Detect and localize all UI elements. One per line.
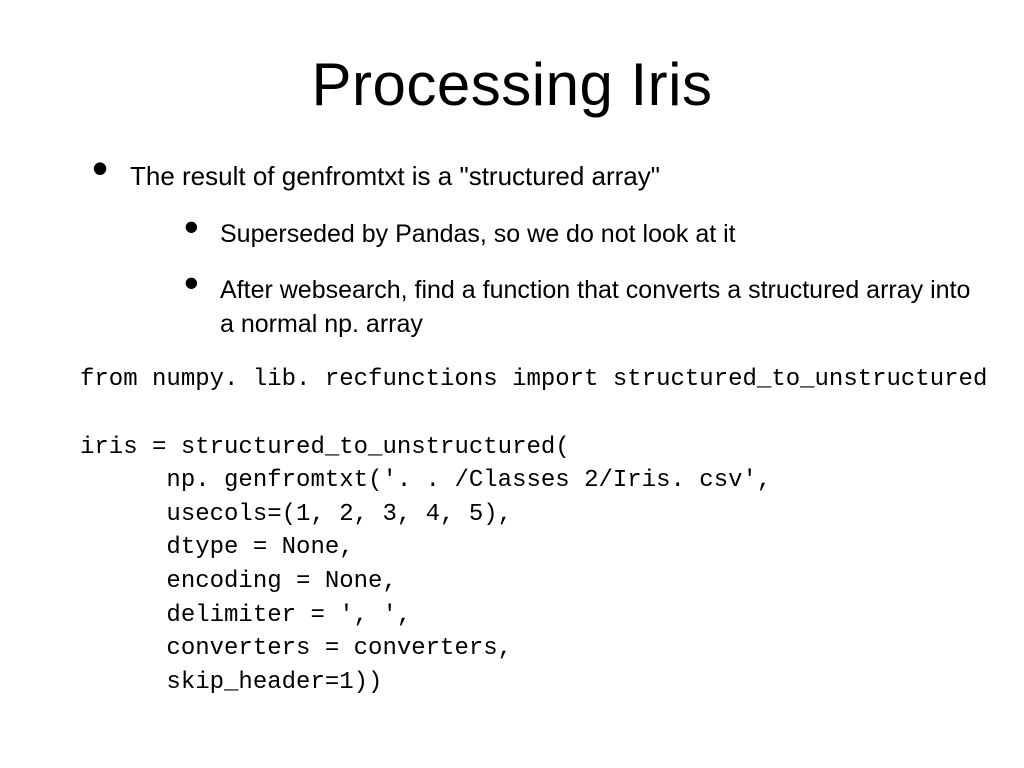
- sub-bullet-list: Superseded by Pandas, so we do not look …: [130, 218, 984, 341]
- sub-bullet-text-2: After websearch, find a function that co…: [220, 276, 970, 338]
- sub-bullet-2: After websearch, find a function that co…: [190, 274, 984, 342]
- bullet-item-1: The result of genfromtxt is a "structure…: [100, 159, 984, 341]
- slide-container: Processing Iris The result of genfromtxt…: [0, 0, 1024, 768]
- sub-bullet-text-1: Superseded by Pandas, so we do not look …: [220, 220, 736, 248]
- bullet-text-1: The result of genfromtxt is a "structure…: [130, 161, 660, 191]
- sub-bullet-1: Superseded by Pandas, so we do not look …: [190, 218, 984, 252]
- slide-title: Processing Iris: [40, 50, 984, 119]
- code-block: from numpy. lib. recfunctions import str…: [40, 363, 984, 699]
- bullet-list: The result of genfromtxt is a "structure…: [40, 159, 984, 341]
